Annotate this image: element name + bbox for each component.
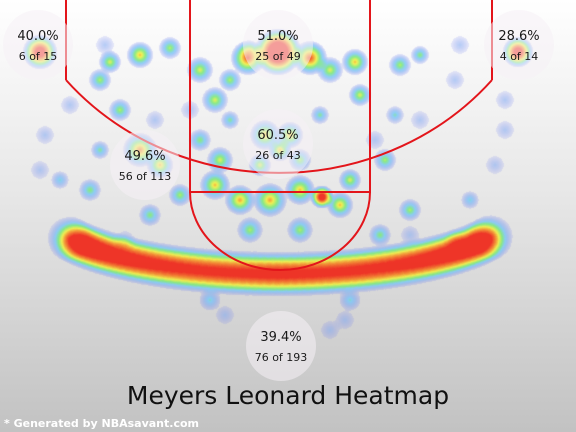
paint-box [189, 0, 371, 193]
zone-label-right-corner-three: 28.6% 4 of 14 [484, 10, 554, 80]
zone-percentage: 28.6% [498, 29, 540, 44]
zone-made-attempts: 4 of 14 [499, 50, 539, 63]
zone-made-attempts: 6 of 15 [18, 50, 58, 63]
zone-made-attempts: 76 of 193 [254, 351, 308, 364]
zone-percentage: 51.0% [257, 29, 299, 44]
chart-title: Meyers Leonard Heatmap [126, 381, 450, 410]
zone-percentage: 60.5% [257, 128, 299, 143]
zone-percentage: 49.6% [124, 149, 166, 164]
zone-label-left-midrange: 49.6% 56 of 113 [110, 130, 180, 200]
zone-label-top-of-key: 51.0% 25 of 49 [243, 10, 313, 80]
zone-made-attempts: 26 of 43 [255, 149, 301, 162]
zone-label-left-corner-three: 40.0% 6 of 15 [3, 10, 73, 80]
zone-percentage: 39.4% [260, 330, 302, 345]
zone-made-attempts: 56 of 113 [118, 170, 172, 183]
credit-footer: * Generated by NBAsavant.com [4, 417, 199, 430]
zone-label-paint: 60.5% 26 of 43 [243, 109, 313, 179]
zone-made-attempts: 25 of 49 [255, 50, 301, 63]
zone-label-above-break-three: 39.4% 76 of 193 [246, 311, 316, 381]
zone-percentage: 40.0% [17, 29, 59, 44]
free-throw-arc [189, 191, 371, 271]
